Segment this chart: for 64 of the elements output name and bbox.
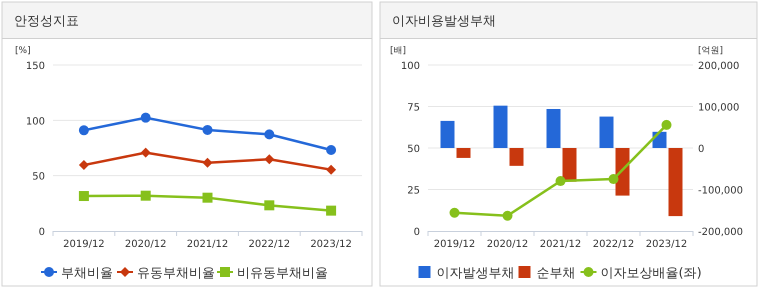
- y2-tick-label: 200,000: [698, 61, 740, 72]
- y2-tick-label: 0: [698, 144, 704, 155]
- y2-tick-label: -100,000: [698, 186, 743, 196]
- y2-tick-label: 100,000: [698, 102, 740, 114]
- point: [450, 208, 460, 218]
- x-tick-label: 2020/12: [486, 239, 528, 250]
- bar: [510, 148, 524, 166]
- y-tick-label: 0: [38, 227, 45, 238]
- y-axis-title: [배]: [390, 46, 406, 56]
- x-tick-label: 2022/12: [592, 239, 634, 250]
- x-tick-label: 2023/12: [310, 239, 352, 250]
- y-tick-label: 0: [414, 227, 420, 238]
- point: [78, 191, 89, 202]
- bar: [562, 148, 576, 182]
- y-tick-label: 50: [407, 144, 420, 155]
- x-tick-label: 2019/12: [63, 239, 105, 250]
- y-tick-label: 100: [400, 61, 420, 72]
- x-tick-label: 2021/12: [540, 239, 582, 250]
- x-tick-label: 2023/12: [646, 239, 688, 250]
- legend-label: 이자보상배율(좌): [600, 266, 702, 281]
- legend-label: 순부채: [536, 266, 576, 281]
- y-tick-label: 50: [32, 172, 45, 183]
- bar: [546, 108, 560, 148]
- bar: [600, 116, 614, 148]
- x-tick-label: 2021/12: [186, 239, 228, 250]
- y-tick-label: 150: [26, 61, 45, 72]
- bar: [456, 148, 470, 158]
- point: [264, 129, 274, 140]
- bar: [668, 148, 682, 216]
- point: [78, 125, 89, 136]
- legend-label: 유동부채비율: [137, 266, 215, 281]
- point: [202, 158, 212, 168]
- bar: [494, 106, 508, 148]
- y-tick-label: 100: [26, 116, 45, 128]
- y-tick-label: 25: [407, 186, 420, 196]
- y-tick-label: 75: [407, 102, 420, 114]
- x-tick-label: 2019/12: [434, 239, 476, 250]
- point: [78, 160, 89, 170]
- point: [662, 120, 672, 130]
- point: [608, 174, 618, 184]
- y-axis-title: [%]: [15, 46, 31, 56]
- point: [556, 176, 566, 186]
- legend-label: 이자발생부채: [436, 266, 514, 281]
- bar: [440, 120, 454, 148]
- y2-tick-label: -200,000: [698, 227, 743, 238]
- y2-axis-title: [억원]: [698, 46, 724, 56]
- chart-title: 안정성지표: [14, 14, 79, 29]
- point: [502, 210, 512, 221]
- legend-label: 비유동부채비율: [237, 266, 328, 281]
- point: [264, 200, 274, 210]
- point: [202, 192, 212, 203]
- point: [140, 112, 151, 123]
- bar: [616, 148, 630, 196]
- point: [326, 144, 336, 155]
- x-tick-label: 2020/12: [124, 239, 166, 250]
- point: [202, 124, 212, 135]
- point: [326, 206, 336, 216]
- legend-label: 부채비율: [61, 266, 113, 281]
- point: [326, 164, 336, 175]
- point: [264, 154, 274, 164]
- chart-title: 이자비용발생부채: [392, 14, 496, 29]
- x-tick-label: 2022/12: [248, 239, 290, 250]
- point: [140, 148, 151, 158]
- point: [140, 190, 151, 201]
